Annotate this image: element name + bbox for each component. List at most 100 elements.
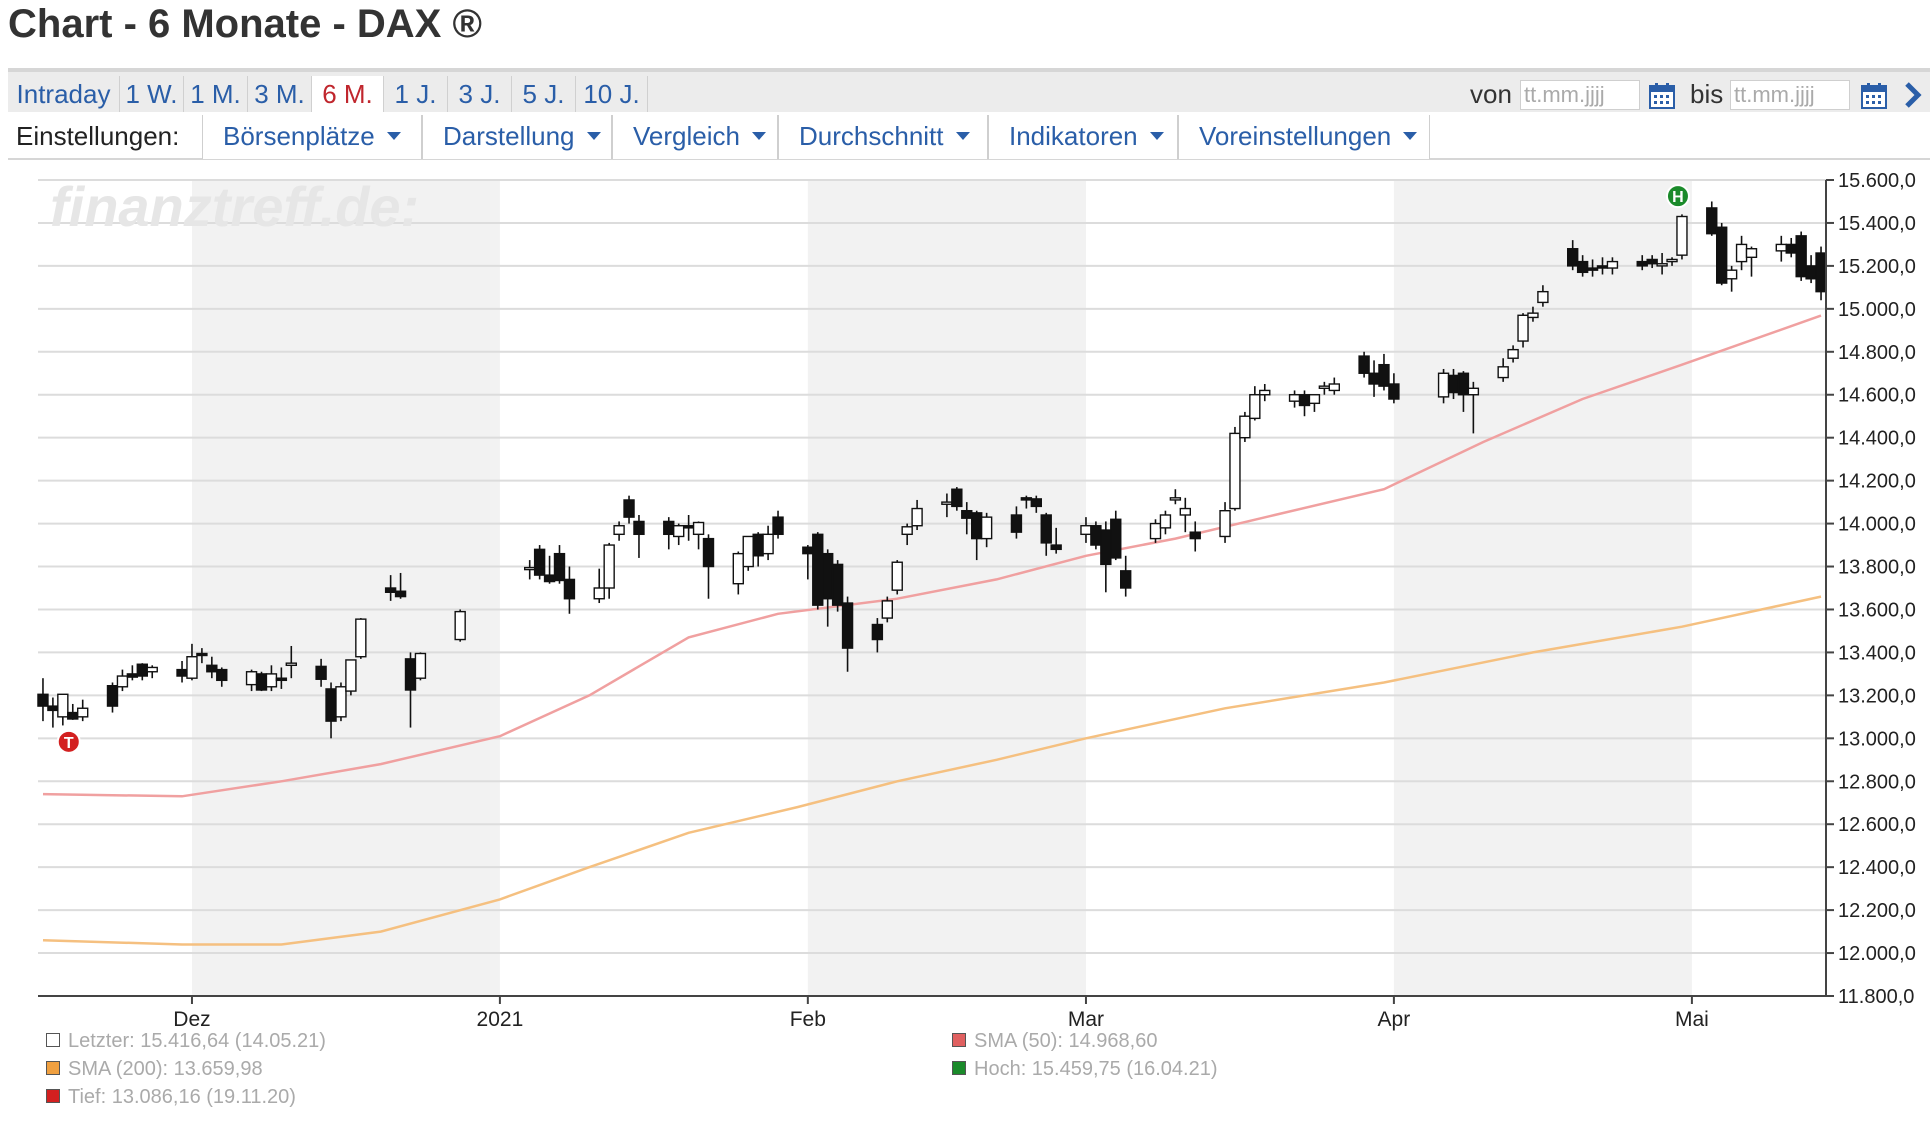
candle-body-down [404, 658, 417, 691]
candle [146, 665, 158, 679]
y-tick-label: 12.000,0 [1838, 943, 1916, 965]
candle-body-up [1775, 243, 1788, 252]
candle [275, 667, 288, 689]
candle [1090, 521, 1102, 550]
candle-body-up [414, 652, 427, 679]
candle-body-up [603, 544, 615, 589]
candle-body-down [255, 673, 268, 691]
candle [186, 643, 198, 681]
candle [1805, 255, 1817, 284]
candle-body-down [812, 533, 824, 606]
range-tab-1w[interactable]: 1 W. [120, 76, 184, 112]
candle-body-down [37, 693, 49, 707]
candle-body-up [1249, 394, 1261, 420]
candle-body-up [1725, 269, 1738, 280]
y-tick-label: 12.800,0 [1838, 771, 1916, 793]
candle-body-up [762, 533, 774, 555]
candle-body-up [146, 666, 158, 673]
candle-body-up [901, 526, 913, 536]
range-tab-6m[interactable]: 6 M. [312, 76, 384, 112]
menu-durchschnitt[interactable]: Durchschnitt [778, 115, 988, 159]
moving-averages [42, 314, 1822, 946]
y-tick-label: 13.400,0 [1838, 642, 1916, 664]
candle [951, 487, 963, 511]
candle [1725, 265, 1738, 292]
candle [891, 560, 903, 595]
candle [414, 652, 427, 681]
candle-body-down [1100, 529, 1112, 566]
candle-body-down [1378, 363, 1390, 387]
candle-body-down [533, 548, 546, 576]
candle [67, 703, 79, 720]
candle-body-up [345, 659, 357, 692]
range-tab-1y[interactable]: 1 J. [384, 76, 448, 112]
candle [1586, 259, 1599, 277]
candle [980, 512, 993, 548]
range-tab-10y[interactable]: 10 J. [576, 76, 648, 112]
candle-body-up [1656, 263, 1668, 267]
candle-body-up [1239, 415, 1251, 439]
marker-circle [1665, 184, 1690, 209]
calendar-icon[interactable] [1860, 82, 1888, 110]
to-date-input[interactable]: tt.mm.jjjj [1730, 80, 1850, 110]
from-date-input[interactable]: tt.mm.jjjj [1520, 80, 1640, 110]
candle [1030, 495, 1043, 513]
candle [1527, 306, 1539, 322]
candle-body-down [1040, 514, 1052, 544]
range-tab-1m[interactable]: 1 M. [184, 76, 248, 112]
candle [752, 532, 764, 567]
candle [126, 665, 139, 681]
candle [1666, 257, 1678, 266]
menu-vergleich[interactable]: Vergleich [612, 115, 778, 159]
y-tick-label: 12.600,0 [1838, 814, 1916, 836]
candle-body-down [136, 663, 149, 677]
candle [1189, 521, 1201, 552]
menu-indikatoren[interactable]: Indikatoren [988, 115, 1178, 159]
range-tab-3y[interactable]: 3 J. [448, 76, 512, 112]
y-tick-label: 15.400,0 [1838, 213, 1916, 235]
candle-body-up [1507, 348, 1519, 359]
candle [1467, 381, 1480, 434]
legend-text: SMA (50): 14.968,60 [974, 1030, 1158, 1052]
legend-swatch [46, 1032, 60, 1047]
y-tick-label: 15.600,0 [1838, 170, 1916, 192]
y-tick-label: 15.000,0 [1838, 299, 1916, 321]
candle [871, 618, 884, 653]
candle [1745, 246, 1758, 277]
candle-body-down [325, 688, 337, 722]
calendar-icon[interactable] [1648, 82, 1676, 110]
low-marker: T [56, 729, 81, 754]
candle [682, 514, 695, 541]
candle [812, 532, 824, 610]
candle [384, 575, 397, 601]
candle [1388, 373, 1400, 404]
candle [1318, 381, 1331, 395]
candle-body-up [285, 662, 297, 667]
candle [1149, 519, 1162, 543]
range-tab-intraday[interactable]: Intraday [8, 76, 120, 112]
candle [1815, 246, 1827, 301]
candle [1646, 255, 1658, 269]
candle [633, 514, 645, 558]
legend-text: SMA (200): 13.659,98 [68, 1058, 263, 1080]
month-bands [191, 180, 1692, 996]
menu-boersenplaetze[interactable]: Börsenplätze [202, 115, 422, 159]
candle [1785, 237, 1797, 258]
menu-voreinstellungen[interactable]: Voreinstellungen [1178, 115, 1430, 159]
candle [1378, 353, 1390, 391]
candle [1507, 345, 1519, 363]
candle [772, 510, 784, 539]
candle-body-down [1119, 570, 1132, 589]
menu-darstellung[interactable]: Darstellung [422, 115, 612, 159]
candle [1040, 512, 1052, 556]
from-label: von [1470, 79, 1512, 109]
candle-body-down [682, 525, 695, 529]
range-tab-5y[interactable]: 5 J. [512, 76, 576, 112]
candle [1328, 377, 1341, 395]
range-toolbar: Intraday 1 W. 1 M. 3 M. 6 M. 1 J. 3 J. 5… [8, 68, 1930, 112]
caret-down-icon [751, 132, 766, 141]
candle-body-up [76, 707, 89, 718]
chevron-right-icon[interactable] [1902, 80, 1924, 110]
range-tab-3m[interactable]: 3 M. [248, 76, 312, 112]
candle-body-up [335, 686, 347, 718]
